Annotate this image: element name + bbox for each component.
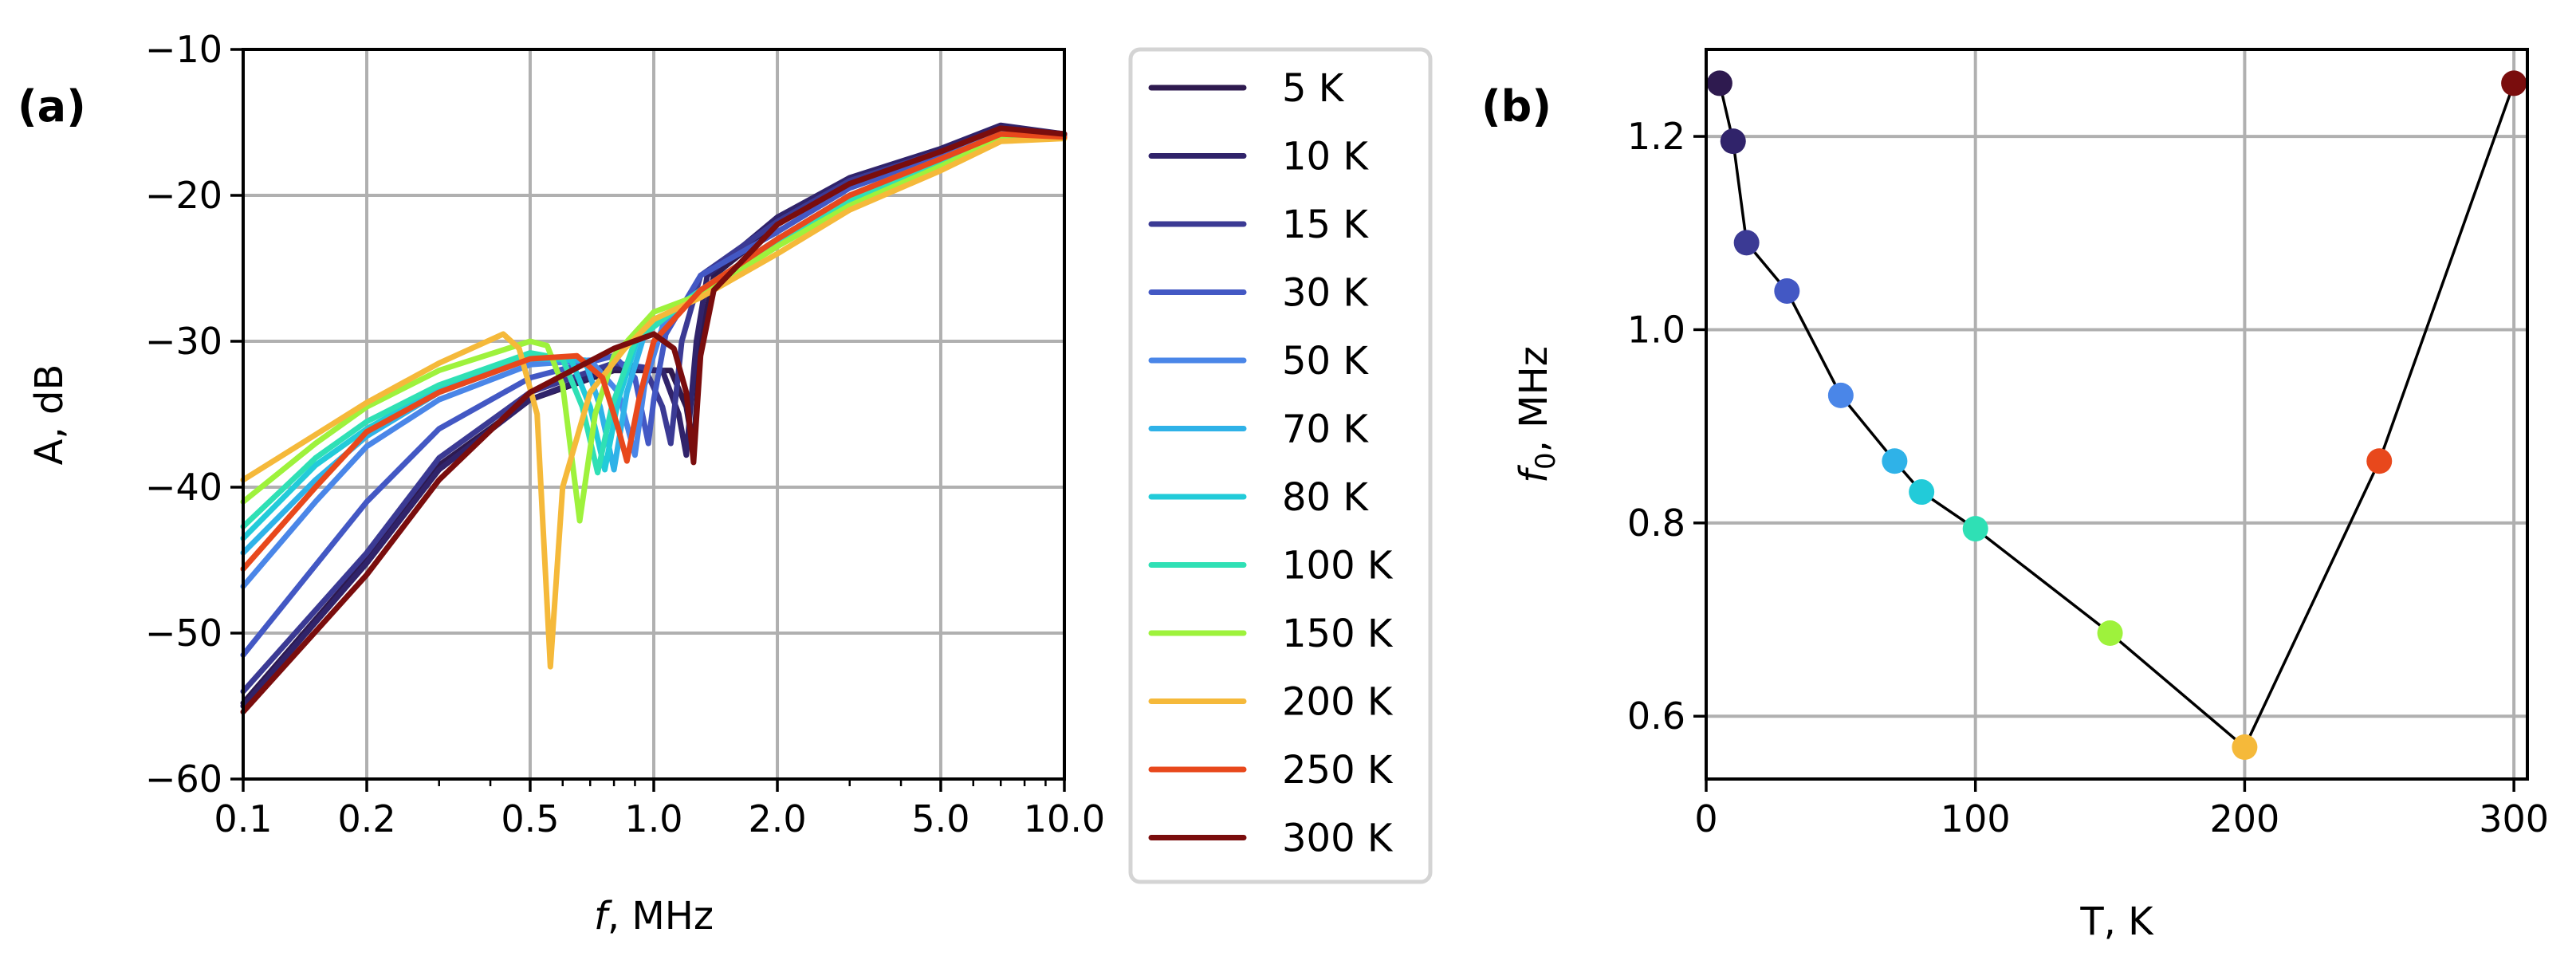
panel-a-ticks: 0.1 0.2 0.5 1.0 2.0 5.0 10.0 −60 −50 −40 −30 −20 −10: [145, 28, 1105, 840]
legend-label: 100 K: [1282, 544, 1394, 588]
panel-b-xtick-label: 0: [1694, 797, 1717, 840]
data-point-5k: [1706, 70, 1732, 96]
panel-b-connecting-line: [1718, 82, 2515, 749]
panel-a-xtick-label: 10.0: [1024, 797, 1105, 840]
panel-b-label: (b): [1481, 81, 1551, 132]
panel-b-ytick-label: 1.0: [1627, 308, 1685, 351]
panel-a-ytick-label: −50: [145, 612, 222, 655]
panel-a-xtick-label: 0.2: [337, 797, 395, 840]
panel-a-xlabel: f, MHz: [594, 894, 714, 938]
legend-label: 150 K: [1282, 612, 1394, 656]
legend-label: 200 K: [1282, 680, 1394, 725]
series-line-300k: [240, 125, 1068, 715]
panel-b-xlabel: T, K: [2079, 899, 2154, 944]
data-point-50k: [1827, 382, 1854, 408]
panel-a-xtick-label: 2.0: [748, 797, 806, 840]
data-point-100k: [1962, 516, 1988, 542]
panel-b-ytick-label: 0.8: [1627, 502, 1685, 545]
data-point-250k: [2366, 448, 2393, 474]
panel-b-frame: [1705, 48, 2529, 781]
data-point-80k: [1909, 479, 1935, 506]
panel-a-ylabel: A, dB: [27, 364, 72, 466]
data-point-200k: [2232, 734, 2258, 761]
data-point-70k: [1882, 448, 1908, 474]
f0-vs-T-line: [1718, 82, 2515, 749]
panel-a-ytick-label: −40: [145, 466, 222, 509]
legend-items: 5 K 10 K 15 K 30 K 50 K 70 K 80 K 100 K 150 K 200…: [1148, 66, 1394, 861]
panel-a-ytick-label: −30: [145, 320, 222, 363]
panel-a-ytick-label: −10: [145, 28, 222, 71]
data-point-150k: [2097, 620, 2123, 646]
panel-a: 0.1 0.2 0.5 1.0 2.0 5.0 10.0 −60 −50 −40 −30 −20 −10…: [18, 28, 1105, 938]
panel-a-xlabel-unit: , MHz: [608, 894, 714, 938]
legend-label: 70 K: [1282, 407, 1369, 452]
data-point-30k: [1774, 277, 1800, 304]
data-point-15k: [1733, 230, 1760, 256]
panel-b-grid: [1705, 49, 2527, 779]
legend-box: [1128, 47, 1433, 884]
panel-b-points: [1706, 70, 2527, 761]
panel-b-xtick-label: 100: [1941, 797, 2011, 840]
legend: 5 K 10 K 15 K 30 K 50 K 70 K 80 K 100 K 150 K 200…: [1128, 47, 1433, 884]
panel-b-ylabel-unit: , MHz: [1512, 346, 1556, 452]
panel-b-xtick-label: 300: [2479, 797, 2549, 840]
panel-a-series-lines: [240, 122, 1068, 715]
series-line-100k: [240, 134, 1068, 529]
data-point-300k: [2501, 70, 2527, 96]
panel-a-label: (a): [18, 81, 86, 132]
panel-b-ylabel: f0, MHz: [1512, 346, 1562, 483]
series-line-30k: [240, 128, 1068, 658]
panel-a-ytick-label: −20: [145, 174, 222, 217]
panel-a-xtick-label: 0.1: [214, 797, 272, 840]
data-point-10k: [1720, 128, 1746, 155]
series-line-150k: [240, 136, 1068, 524]
panel-a-xtick-label: 0.5: [501, 797, 559, 840]
series-line-250k: [240, 131, 1068, 572]
legend-label: 80 K: [1282, 475, 1369, 520]
panel-b-ylabel-subscript: 0: [1530, 452, 1562, 470]
legend-label: 5 K: [1282, 66, 1345, 111]
legend-label: 50 K: [1282, 339, 1369, 384]
panel-b-ticks: 0 100 200 300 0.6 0.8 1.0 1.2: [1627, 115, 2549, 840]
legend-label: 30 K: [1282, 271, 1369, 316]
panel-b: 0 100 200 300 0.6 0.8 1.0 1.2 (b) T, K f0, MHz: [1481, 48, 2549, 944]
legend-label: 15 K: [1282, 203, 1369, 247]
series-line-200k: [240, 136, 1068, 670]
panel-a-xtick-label: 1.0: [624, 797, 682, 840]
panel-a-ytick-label: −60: [145, 757, 222, 801]
legend-label: 10 K: [1282, 135, 1369, 179]
panel-b-ytick-label: 0.6: [1627, 695, 1685, 738]
series-line-10k: [240, 122, 1068, 709]
legend-label: 300 K: [1282, 817, 1394, 861]
panel-b-ytick-label: 1.2: [1627, 115, 1685, 158]
legend-label: 250 K: [1282, 748, 1394, 793]
panel-a-xtick-label: 5.0: [911, 797, 969, 840]
panel-b-xtick-label: 200: [2210, 797, 2280, 840]
